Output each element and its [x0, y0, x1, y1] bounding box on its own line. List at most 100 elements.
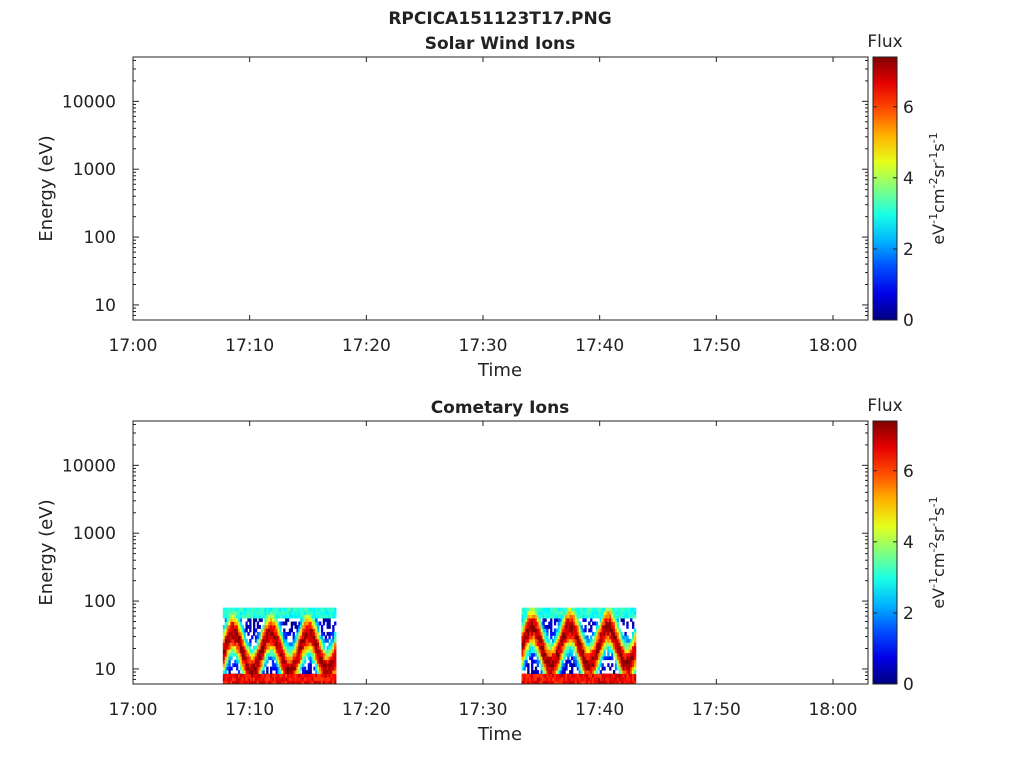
heatmap-cell: [226, 611, 229, 615]
heatmap-cell: [253, 666, 256, 671]
heatmap-cell: [624, 645, 627, 650]
heatmap-cell: [266, 666, 269, 671]
heatmap-cell: [599, 652, 602, 657]
heatmap-cell: [523, 642, 526, 647]
heatmap-cell: [307, 645, 310, 650]
heatmap-cell: [605, 642, 608, 647]
heatmap-cell: [256, 638, 260, 643]
heatmap-cell: [300, 628, 303, 633]
heatmap-cell: [285, 677, 288, 681]
heatmap-cell: [279, 614, 282, 619]
heatmap-cell: [546, 611, 549, 615]
heatmap-cell: [275, 635, 278, 640]
y-tick-label: 100: [84, 228, 116, 248]
heatmap-cell: [563, 631, 566, 636]
heatmap-cell: [309, 631, 312, 636]
heatmap-cell: [612, 645, 616, 650]
heatmap-cell: [551, 649, 555, 654]
heatmap-cell: [307, 638, 310, 643]
heatmap-cell: [296, 645, 299, 650]
heatmap-cell: [576, 677, 580, 681]
heatmap-cell: [582, 656, 585, 661]
heatmap-cell: [279, 659, 282, 664]
heatmap-cell: [268, 642, 271, 647]
heatmap-cell: [595, 649, 599, 654]
heatmap-cell: [264, 621, 267, 626]
heatmap-cell: [572, 621, 576, 626]
heatmap-cell: [611, 635, 614, 640]
heatmap-cell: [332, 656, 335, 661]
heatmap-cell: [285, 607, 288, 612]
heatmap-cell: [262, 645, 265, 650]
heatmap-cell: [612, 652, 616, 657]
heatmap-cell: [271, 621, 275, 626]
heatmap-cell: [614, 614, 618, 619]
heatmap-cell: [592, 611, 595, 615]
heatmap-cell: [222, 611, 226, 615]
heatmap-cell: [584, 638, 587, 643]
heatmap-cell: [247, 666, 250, 671]
heatmap-cell: [553, 677, 557, 681]
heatmap-cell: [531, 680, 534, 684]
heatmap-cell: [288, 649, 292, 654]
heatmap-cell: [540, 607, 543, 612]
heatmap-cell: [569, 611, 572, 615]
heatmap-cell: [557, 614, 561, 619]
heatmap-cell: [620, 638, 623, 643]
heatmap-cell: [628, 607, 631, 612]
heatmap-cell: [300, 611, 303, 615]
heatmap-cell: [614, 642, 618, 647]
heatmap-cell: [226, 677, 229, 681]
heatmap-cell: [551, 677, 555, 681]
heatmap-cell: [222, 635, 226, 640]
heatmap-cell: [569, 645, 572, 650]
heatmap-cell: [612, 611, 616, 615]
heatmap-cell: [260, 635, 263, 640]
figure-title: RPCICA151123T17.PNG: [388, 9, 611, 29]
heatmap-cell: [563, 645, 566, 650]
heatmap-cell: [605, 628, 608, 633]
heatmap-cell: [222, 614, 226, 619]
heatmap-cell: [612, 635, 616, 640]
heatmap-cell: [334, 677, 337, 681]
heatmap-cell: [232, 625, 235, 629]
heatmap-cell: [271, 618, 275, 622]
heatmap-cell: [324, 656, 327, 661]
heatmap-cell: [551, 680, 555, 684]
heatmap-cell: [531, 649, 534, 654]
heatmap-cell: [296, 659, 299, 664]
heatmap-cell: [302, 656, 305, 661]
heatmap-cell: [266, 631, 269, 636]
heatmap-cell: [599, 611, 602, 615]
heatmap-cell: [584, 635, 587, 640]
heatmap-cell: [285, 642, 288, 647]
heatmap-cell: [561, 666, 564, 671]
heatmap-cell: [266, 614, 269, 619]
heatmap-cell: [544, 663, 547, 668]
heatmap-cell: [307, 680, 310, 684]
heatmap-cell: [569, 670, 572, 674]
heatmap-cell: [563, 642, 566, 647]
heatmap-cell: [239, 666, 243, 671]
heatmap-cell: [561, 677, 564, 681]
heatmap-cell: [275, 663, 278, 668]
heatmap-cell: [258, 645, 261, 650]
heatmap-cell: [632, 645, 635, 650]
heatmap-cell: [567, 611, 570, 615]
heatmap-cell: [532, 635, 536, 640]
heatmap-cell: [317, 673, 320, 678]
heatmap-cell: [626, 645, 629, 650]
heatmap-cell: [611, 656, 614, 661]
heatmap-cell: [612, 642, 616, 647]
heatmap-cell: [548, 677, 551, 681]
heatmap-cell: [630, 656, 633, 661]
heatmap-cell: [567, 607, 570, 612]
heatmap-cell: [236, 680, 239, 684]
heatmap-cell: [540, 673, 543, 678]
heatmap-cell: [288, 670, 292, 674]
heatmap-cell: [616, 666, 620, 671]
heatmap-cell: [266, 625, 269, 629]
heatmap-cell: [303, 631, 307, 636]
heatmap-cell: [532, 614, 536, 619]
heatmap-cell: [303, 638, 307, 643]
